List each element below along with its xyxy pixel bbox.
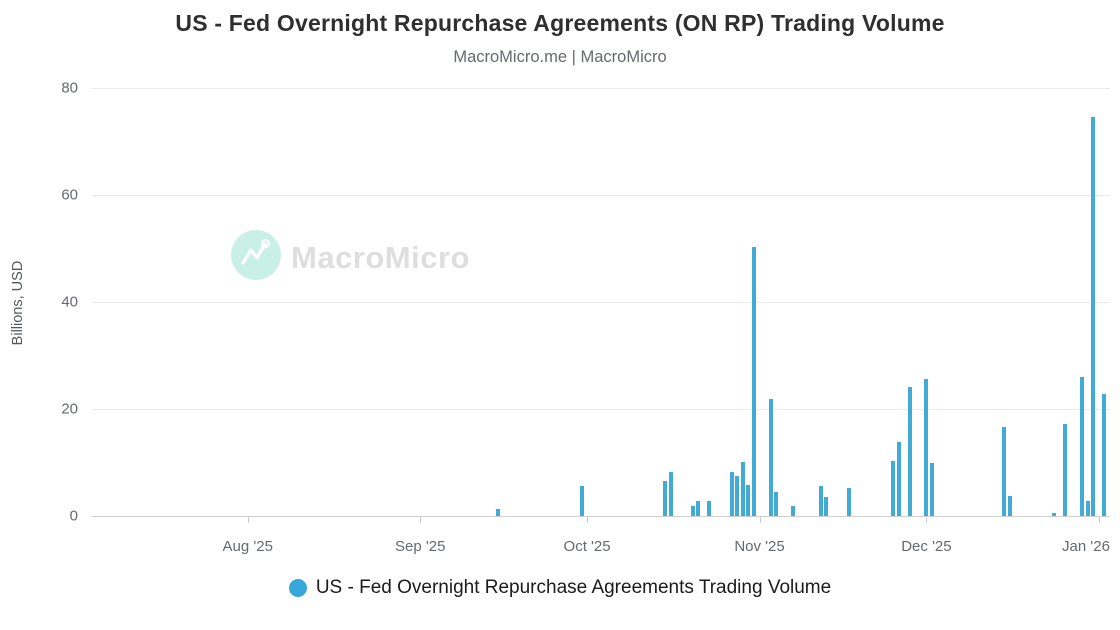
legend-marker-icon	[288, 579, 307, 597]
y-tick-label-20: 20	[61, 400, 78, 418]
chart-subtitle: MacroMicro.me | MacroMicro	[453, 48, 667, 66]
bar-2025-11-26[interactable]	[896, 442, 901, 516]
bar-2025-10-29[interactable]	[740, 461, 745, 516]
bar-2025-10-20[interactable]	[690, 505, 695, 516]
x-tick-mark-Nov-25	[759, 517, 761, 523]
bar-2025-12-26[interactable]	[1063, 423, 1068, 516]
gridline-y-60	[92, 195, 1110, 196]
gridline-y-80	[92, 88, 1110, 89]
gridline-y-20	[92, 409, 1110, 410]
watermark-brand-text: MacroMicro	[291, 239, 470, 275]
bar-2025-10-23[interactable]	[707, 501, 712, 516]
legend-label: US - Fed Overnight Repurchase Agreements…	[315, 577, 832, 598]
x-tick-mark-Sep-25	[420, 517, 422, 523]
y-tick-label-0: 0	[69, 507, 78, 525]
x-tick-mark-Oct-25	[587, 517, 589, 523]
bar-2025-12-31[interactable]	[1091, 117, 1096, 516]
x-tick-label-Oct-25: Oct '25	[563, 538, 611, 555]
bar-2025-12-16[interactable]	[1007, 496, 1012, 516]
macromicro-logo-icon	[230, 229, 282, 286]
x-tick-mark-Aug-25	[247, 517, 249, 523]
x-tick-label-Aug-25: Aug '25	[222, 538, 273, 555]
gridline-y-0	[92, 516, 1110, 517]
bar-2025-11-03[interactable]	[768, 398, 773, 516]
bar-2025-12-29[interactable]	[1080, 376, 1085, 516]
bar-2025-11-07[interactable]	[790, 505, 795, 516]
bar-2025-12-02[interactable]	[929, 463, 934, 516]
x-tick-mark-Dec-25	[926, 517, 928, 523]
x-tick-label-Dec-25: Dec '25	[901, 538, 952, 555]
bar-2025-11-12[interactable]	[818, 486, 823, 516]
chart-title: US - Fed Overnight Repurchase Agreements…	[175, 10, 945, 36]
y-tick-label-80: 80	[61, 79, 78, 97]
bar-2025-10-15[interactable]	[662, 481, 667, 516]
gridline-y-40	[92, 302, 1110, 303]
bar-2025-11-04[interactable]	[774, 491, 779, 516]
bar-2025-11-13[interactable]	[824, 497, 829, 516]
bar-2025-12-30[interactable]	[1085, 501, 1090, 516]
x-tick-mark-Jan-26	[1098, 517, 1100, 523]
bar-2026-01-02[interactable]	[1102, 393, 1107, 516]
legend-item[interactable]: US - Fed Overnight Repurchase Agreements…	[0, 577, 1120, 599]
bar-2025-10-16[interactable]	[668, 472, 673, 516]
bar-2025-10-30[interactable]	[746, 484, 751, 516]
x-tick-label-Jan-26: Jan '26	[1062, 538, 1110, 555]
watermark: MacroMicro	[230, 229, 470, 286]
bar-2025-10-28[interactable]	[735, 475, 740, 516]
bar-2025-09-15[interactable]	[496, 508, 501, 516]
x-tick-label-Nov-25: Nov '25	[734, 538, 785, 555]
bar-2025-12-24[interactable]	[1052, 513, 1057, 516]
x-tick-label-Sep-25: Sep '25	[395, 538, 446, 555]
y-tick-label-60: 60	[61, 186, 78, 204]
bar-2025-10-27[interactable]	[729, 472, 734, 516]
bar-2025-11-25[interactable]	[891, 460, 896, 516]
bar-2025-12-15[interactable]	[1002, 427, 1007, 516]
bar-2025-09-30[interactable]	[579, 486, 584, 516]
bar-2025-10-21[interactable]	[696, 501, 701, 516]
plot-area: MacroMicro	[92, 88, 1110, 517]
bar-2025-12-01[interactable]	[924, 379, 929, 516]
bar-2025-11-28[interactable]	[907, 386, 912, 516]
y-tick-label-40: 40	[61, 293, 78, 311]
bar-2025-11-17[interactable]	[846, 488, 851, 516]
bar-2025-10-31[interactable]	[751, 246, 756, 516]
